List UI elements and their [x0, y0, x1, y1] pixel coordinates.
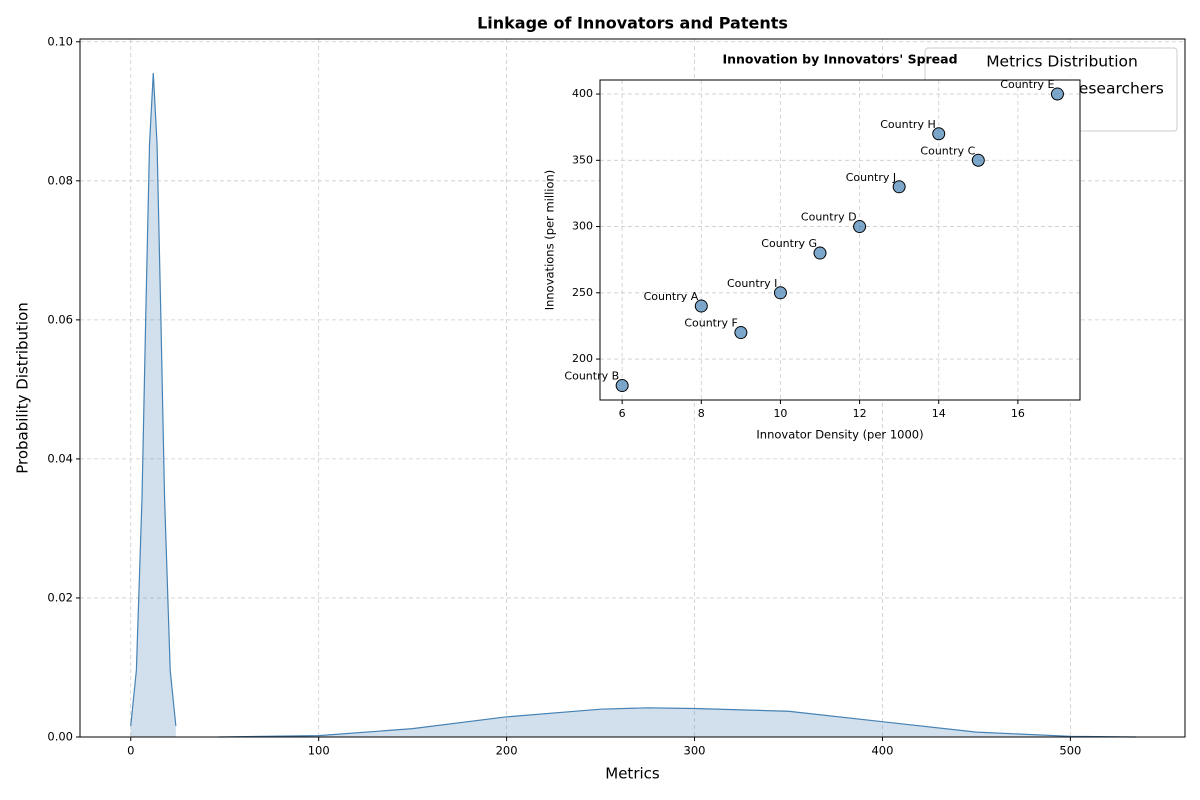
point-label: Country D — [801, 211, 857, 224]
y-tick-label: 400 — [572, 87, 593, 100]
scatter-point — [932, 127, 946, 141]
x-tick-label: 16 — [1011, 407, 1025, 420]
scatter-point — [813, 246, 827, 260]
density-area — [130, 73, 176, 737]
x-tick-label: 10 — [773, 407, 787, 420]
point-label: Country F — [684, 317, 738, 330]
y-tick-label: 0.08 — [47, 173, 73, 187]
x-tick-label: 200 — [496, 744, 518, 758]
scatter-point — [773, 286, 787, 300]
x-tick-label: 0 — [127, 744, 134, 758]
x-tick-label: 12 — [853, 407, 867, 420]
y-tick-label: 0.00 — [47, 730, 73, 744]
scatter-point — [734, 326, 748, 340]
y-tick-label: 0.10 — [47, 34, 73, 48]
x-tick-label: 400 — [871, 744, 893, 758]
chart-title: Innovation by Innovators' Spread — [722, 52, 957, 67]
plot-frame — [79, 38, 1186, 738]
chart-title: Linkage of Innovators and Patents — [477, 14, 788, 33]
legend-title: Metrics Distribution — [986, 53, 1138, 71]
x-tick-label: 100 — [308, 744, 330, 758]
y-tick-label: 250 — [572, 286, 593, 299]
y-tick-label: 0.04 — [47, 451, 73, 465]
point-label: Country G — [761, 237, 817, 250]
density-line — [130, 73, 177, 726]
scatter-point — [1050, 87, 1064, 101]
x-axis-label: Innovator Density (per 1000) — [756, 428, 923, 442]
point-label: Country I — [727, 277, 777, 290]
point-label: Country C — [920, 144, 975, 157]
y-tick-label: 200 — [572, 352, 593, 365]
y-axis-label: Innovations (per million) — [543, 170, 557, 311]
x-axis-label: Metrics — [605, 765, 660, 783]
x-tick-label: 8 — [698, 407, 705, 420]
y-tick-label: 0.02 — [47, 590, 73, 604]
x-tick-label: 300 — [684, 744, 706, 758]
y-tick-label: 0.06 — [47, 312, 73, 326]
scatter-point — [694, 299, 708, 313]
point-label: Country J — [846, 171, 896, 184]
plot-area — [600, 80, 1080, 400]
x-tick-label: 500 — [1059, 744, 1081, 758]
y-axis-label: Probability Distribution — [14, 302, 32, 474]
density-area — [219, 707, 1137, 737]
inset-chart: 6 8 10 12 14 16 200 250 300 350 400 Country A Countr… — [543, 52, 1081, 442]
scatter-point — [615, 379, 629, 393]
point-label: Country A — [644, 290, 699, 303]
point-label: Country H — [880, 118, 935, 131]
point-label: Country E — [1000, 78, 1054, 91]
x-tick-label: 14 — [932, 407, 946, 420]
y-tick-label: 350 — [572, 153, 593, 166]
scatter-point — [892, 180, 906, 194]
scatter-point — [853, 220, 867, 234]
x-tick-label: 6 — [619, 407, 626, 420]
y-tick-label: 300 — [572, 220, 593, 233]
plot-frame — [599, 79, 1081, 401]
density-line — [219, 707, 1137, 738]
point-label: Country B — [564, 370, 619, 383]
scatter-point — [971, 153, 985, 167]
